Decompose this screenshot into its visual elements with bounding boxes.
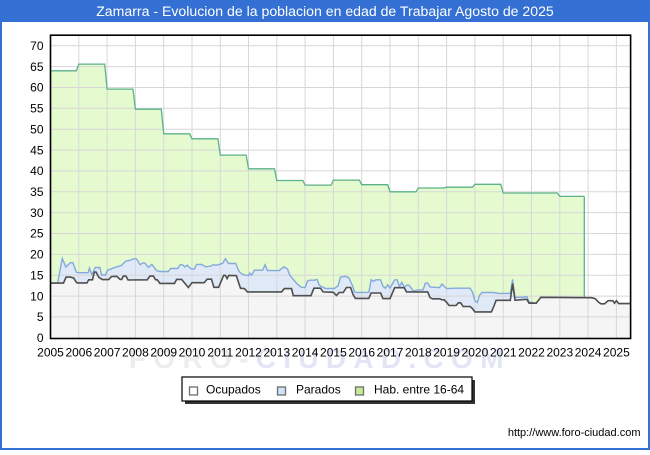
svg-text:2024: 2024 <box>575 346 602 360</box>
svg-text:2017: 2017 <box>377 346 404 360</box>
svg-text:2025: 2025 <box>603 346 630 360</box>
svg-text:2021: 2021 <box>490 346 517 360</box>
svg-text:2008: 2008 <box>122 346 149 360</box>
svg-text:35: 35 <box>30 185 44 199</box>
svg-text:2019: 2019 <box>433 346 460 360</box>
svg-text:2015: 2015 <box>320 346 347 360</box>
svg-text:15: 15 <box>30 268 44 282</box>
svg-text:2013: 2013 <box>263 346 290 360</box>
svg-text:20: 20 <box>30 248 44 262</box>
svg-text:2007: 2007 <box>94 346 121 360</box>
svg-text:2006: 2006 <box>65 346 92 360</box>
svg-text:Parados: Parados <box>296 383 341 397</box>
svg-text:2022: 2022 <box>518 346 545 360</box>
svg-text:FORO-CIUDAD.COM: FORO-CIUDAD.COM <box>129 343 511 374</box>
svg-text:65: 65 <box>30 60 44 74</box>
svg-text:50: 50 <box>30 122 44 136</box>
svg-text:Ocupados: Ocupados <box>206 383 261 397</box>
svg-text:2023: 2023 <box>546 346 573 360</box>
svg-text:2011: 2011 <box>207 346 233 360</box>
svg-text:40: 40 <box>30 164 44 178</box>
svg-text:70: 70 <box>30 39 44 53</box>
svg-text:Zamarra - Evolucion de la pobl: Zamarra - Evolucion de la poblacion en e… <box>96 3 554 19</box>
svg-text:0: 0 <box>37 331 44 345</box>
svg-text:60: 60 <box>30 81 44 95</box>
svg-text:45: 45 <box>30 143 44 157</box>
svg-text:2005: 2005 <box>37 346 64 360</box>
svg-text:2009: 2009 <box>150 346 177 360</box>
svg-text:2016: 2016 <box>348 346 375 360</box>
svg-text:2020: 2020 <box>462 346 489 360</box>
svg-text:2014: 2014 <box>292 346 319 360</box>
svg-text:25: 25 <box>30 227 44 241</box>
svg-text:2018: 2018 <box>405 346 432 360</box>
svg-text:2010: 2010 <box>179 346 206 360</box>
svg-text:30: 30 <box>30 206 44 220</box>
svg-text:Hab. entre 16-64: Hab. entre 16-64 <box>374 383 464 397</box>
svg-text:http://www.foro-ciudad.com: http://www.foro-ciudad.com <box>508 427 641 439</box>
svg-text:55: 55 <box>30 102 44 116</box>
svg-text:2012: 2012 <box>235 346 262 360</box>
svg-text:5: 5 <box>37 310 44 324</box>
svg-text:10: 10 <box>30 289 44 303</box>
